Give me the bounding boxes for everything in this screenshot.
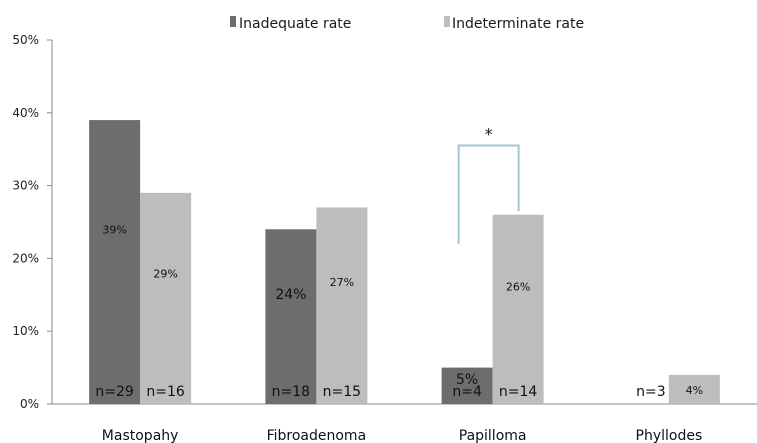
category-label: Fibroadenoma <box>267 428 367 443</box>
bar-indeterminate <box>316 207 368 404</box>
data-label: 5% <box>456 372 478 388</box>
bar-inadequate <box>89 120 141 404</box>
bar-indeterminate <box>668 374 720 404</box>
labels: Mastopahy 39% n=29 29% n=16 Fibroadenoma 24% n=… <box>95 224 703 443</box>
bars <box>89 120 720 404</box>
n-label: n=15 <box>323 384 361 400</box>
bar-indeterminate <box>492 214 544 404</box>
bar-indeterminate <box>140 192 192 404</box>
y-tick-label: 20% <box>12 251 39 265</box>
data-label: 4% <box>686 384 703 397</box>
legend-swatch-indeterminate <box>444 16 450 27</box>
n-label: n=3 <box>636 384 666 400</box>
y-tick-label: 0% <box>20 397 39 411</box>
bar-inadequate <box>441 367 493 404</box>
data-label: 29% <box>153 267 177 280</box>
legend: Inadequate rate Indeterminate rate <box>230 16 584 32</box>
data-label: 26% <box>506 280 530 293</box>
n-label: n=29 <box>95 384 133 400</box>
n-label: n=4 <box>452 384 482 400</box>
legend-label-indeterminate: Indeterminate rate <box>452 16 584 32</box>
significance-bracket <box>457 144 520 244</box>
legend-swatch-inadequate <box>230 16 236 27</box>
n-label: n=14 <box>499 384 538 400</box>
y-tick-label: 10% <box>12 324 39 338</box>
data-label: 27% <box>330 276 354 289</box>
category-label: Phyllodes <box>636 428 703 443</box>
significance-annotation: * <box>457 125 520 244</box>
legend-label-inadequate: Inadequate rate <box>239 16 351 32</box>
data-label: 24% <box>275 287 306 303</box>
n-label: n=16 <box>146 384 185 400</box>
bar-inadequate <box>265 229 317 404</box>
category-label: Papilloma <box>459 428 527 443</box>
data-label: 39% <box>102 224 126 237</box>
significance-star: * <box>485 125 493 144</box>
y-tick-label: 30% <box>12 179 39 193</box>
n-label: n=18 <box>272 384 310 400</box>
y-tick-label: 40% <box>12 106 39 120</box>
y-tick-label: 50% <box>12 33 39 47</box>
category-label: Mastopahy <box>102 428 179 443</box>
